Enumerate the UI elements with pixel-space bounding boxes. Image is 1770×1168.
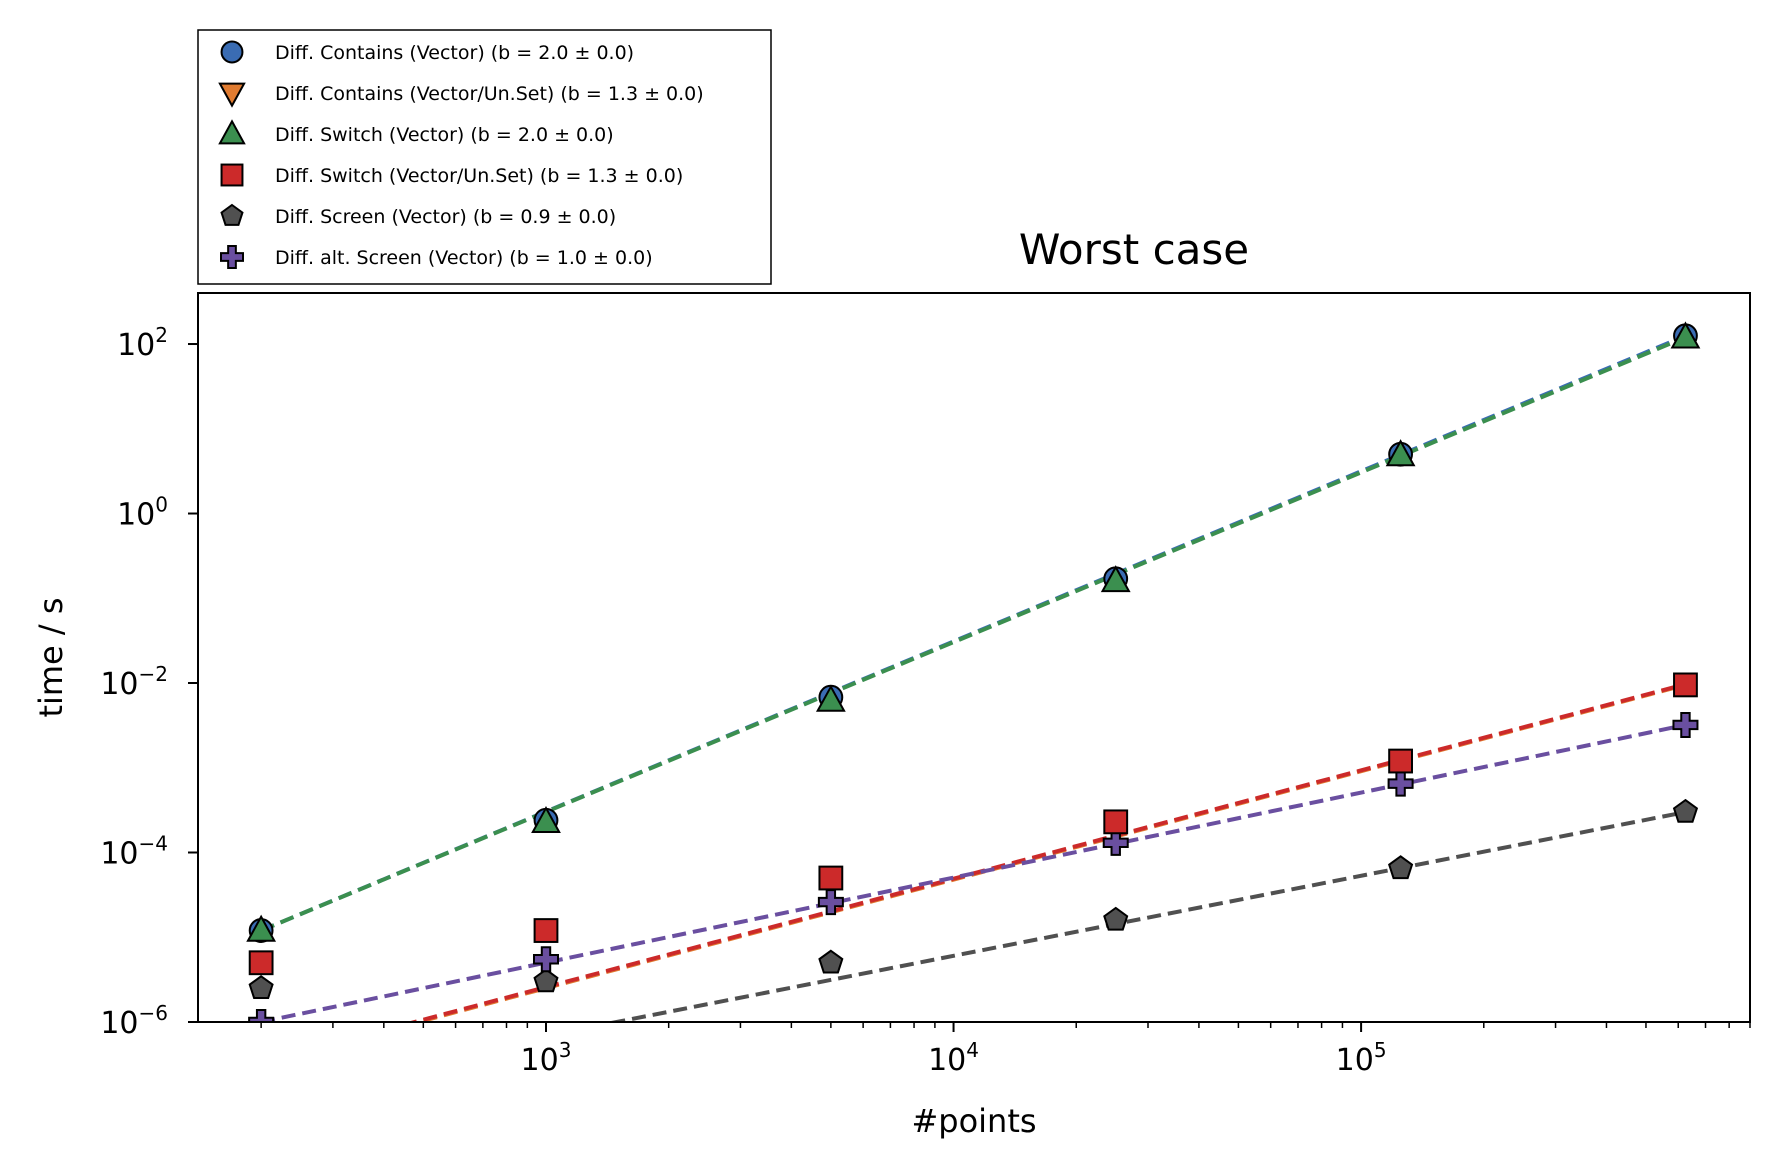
legend-marker bbox=[220, 203, 244, 226]
legend-marker bbox=[220, 40, 244, 64]
fit-line bbox=[260, 335, 1687, 933]
data-point bbox=[1385, 439, 1416, 467]
data-point bbox=[1388, 748, 1413, 774]
data-point bbox=[1102, 829, 1129, 856]
data-point bbox=[248, 1009, 275, 1022]
data-point bbox=[818, 865, 844, 891]
y-tick-label: 10−6 bbox=[100, 1001, 168, 1041]
x-tick-label: 105 bbox=[1336, 1038, 1387, 1078]
legend-label: Diff. Contains (Vector/Un.Set) (b = 1.3 … bbox=[275, 83, 704, 105]
data-point bbox=[1100, 565, 1131, 593]
data-point bbox=[248, 950, 274, 976]
data-point bbox=[531, 805, 561, 834]
legend-marker bbox=[220, 163, 244, 187]
data-point bbox=[246, 914, 277, 942]
data-point bbox=[1673, 672, 1698, 698]
legend: Diff. Contains (Vector) (b = 2.0 ± 0.0) D… bbox=[197, 29, 772, 285]
legend-marker bbox=[220, 245, 244, 269]
data-point bbox=[533, 968, 559, 993]
x-axis-label: #points bbox=[911, 1102, 1036, 1140]
data-point bbox=[818, 949, 844, 974]
y-tick-label: 10−4 bbox=[100, 832, 168, 872]
legend-label: Diff. alt. Screen (Vector) (b = 1.0 ± 0.… bbox=[275, 247, 653, 269]
data-point bbox=[1103, 809, 1129, 835]
x-tick-label: 103 bbox=[521, 1038, 572, 1078]
data-point bbox=[1387, 770, 1414, 797]
data-point bbox=[532, 946, 559, 973]
y-tick-label: 10−2 bbox=[100, 662, 168, 702]
y-axis-label: time / s bbox=[32, 597, 70, 717]
chart-title: Worst case bbox=[1019, 225, 1249, 274]
legend-marker bbox=[218, 119, 246, 145]
plot-frame bbox=[197, 292, 1751, 1023]
data-point bbox=[1672, 711, 1699, 738]
legend-label: Diff. Screen (Vector) (b = 0.9 ± 0.0) bbox=[275, 206, 616, 228]
data-markers bbox=[246, 321, 1701, 1022]
fit-line bbox=[260, 722, 1686, 1022]
legend-label: Diff. Contains (Vector) (b = 2.0 ± 0.0) bbox=[275, 42, 634, 64]
data-point bbox=[815, 684, 846, 712]
legend-label: Diff. Switch (Vector) (b = 2.0 ± 0.0) bbox=[275, 124, 614, 146]
data-point bbox=[1388, 855, 1414, 880]
legend-box bbox=[197, 29, 772, 285]
legend-marker bbox=[218, 82, 246, 108]
legend-label: Diff. Switch (Vector/Un.Set) (b = 1.3 ± … bbox=[275, 165, 683, 187]
y-tick-label: 102 bbox=[117, 323, 168, 363]
data-point bbox=[1672, 798, 1699, 823]
data-point bbox=[817, 889, 844, 916]
y-tick-label: 100 bbox=[117, 493, 168, 533]
data-point bbox=[1103, 906, 1129, 931]
data-point bbox=[1670, 321, 1701, 349]
data-point bbox=[533, 918, 559, 943]
data-point bbox=[248, 975, 274, 999]
fit-line bbox=[606, 810, 1686, 1022]
x-tick-label: 104 bbox=[928, 1038, 979, 1078]
fit-lines bbox=[260, 333, 1687, 1022]
